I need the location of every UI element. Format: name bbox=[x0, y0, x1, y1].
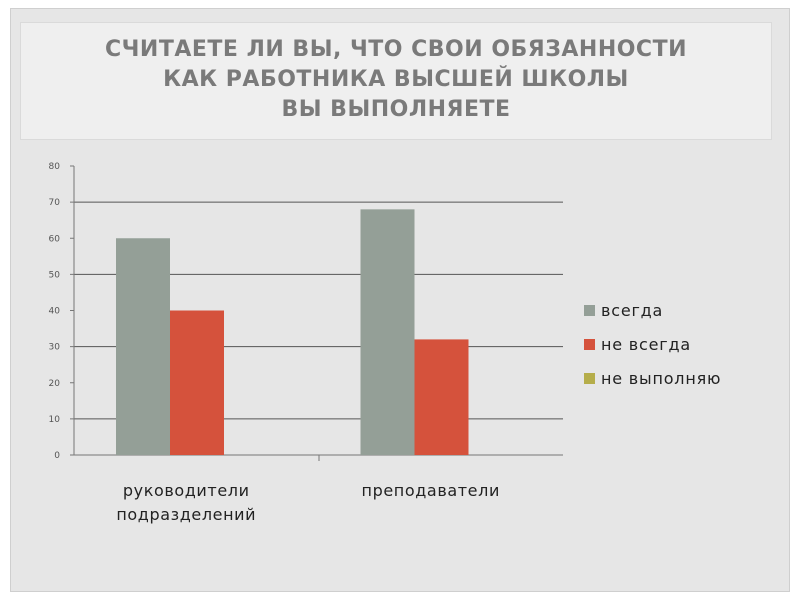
legend-label-0: всегда bbox=[601, 301, 663, 320]
title-line-1: СЧИТАЕТЕ ЛИ ВЫ, ЧТО СВОИ ОБЯЗАННОСТИ bbox=[104, 37, 687, 62]
slide-title: СЧИТАЕТЕ ЛИ ВЫ, ЧТО СВОИ ОБЯЗАННОСТИ КАК… bbox=[21, 35, 771, 125]
legend-swatch-2 bbox=[584, 373, 595, 384]
title-band: СЧИТАЕТЕ ЛИ ВЫ, ЧТО СВОИ ОБЯЗАННОСТИ КАК… bbox=[20, 22, 772, 140]
bar-0-1 bbox=[360, 209, 415, 455]
y-tick-label: 30 bbox=[49, 343, 61, 353]
y-tick-label: 80 bbox=[49, 162, 61, 172]
y-tick-label: 40 bbox=[49, 307, 61, 317]
bar-1-1 bbox=[414, 339, 469, 455]
bar-0-0 bbox=[116, 238, 170, 455]
y-tick-label: 20 bbox=[49, 379, 61, 389]
bar-1-0 bbox=[170, 310, 224, 455]
legend-swatch-1 bbox=[584, 339, 595, 350]
y-tick-label: 50 bbox=[49, 270, 61, 280]
legend-swatch-0 bbox=[584, 305, 595, 316]
y-tick-label: 0 bbox=[54, 451, 60, 461]
y-tick-label: 10 bbox=[49, 415, 61, 425]
category-label: руководители bbox=[123, 481, 250, 500]
title-line-2: КАК РАБОТНИКА ВЫСШЕЙ ШКОЛЫ bbox=[163, 67, 629, 92]
title-line-3: ВЫ ВЫПОЛНЯЕТЕ bbox=[281, 97, 511, 122]
legend-label-1: не всегда bbox=[601, 335, 691, 354]
y-tick-label: 70 bbox=[49, 198, 61, 208]
y-tick-label: 60 bbox=[49, 234, 61, 244]
legend-label-2: не выполняю bbox=[601, 369, 721, 388]
category-label: преподаватели bbox=[362, 481, 500, 500]
category-label: подразделений bbox=[116, 505, 256, 524]
